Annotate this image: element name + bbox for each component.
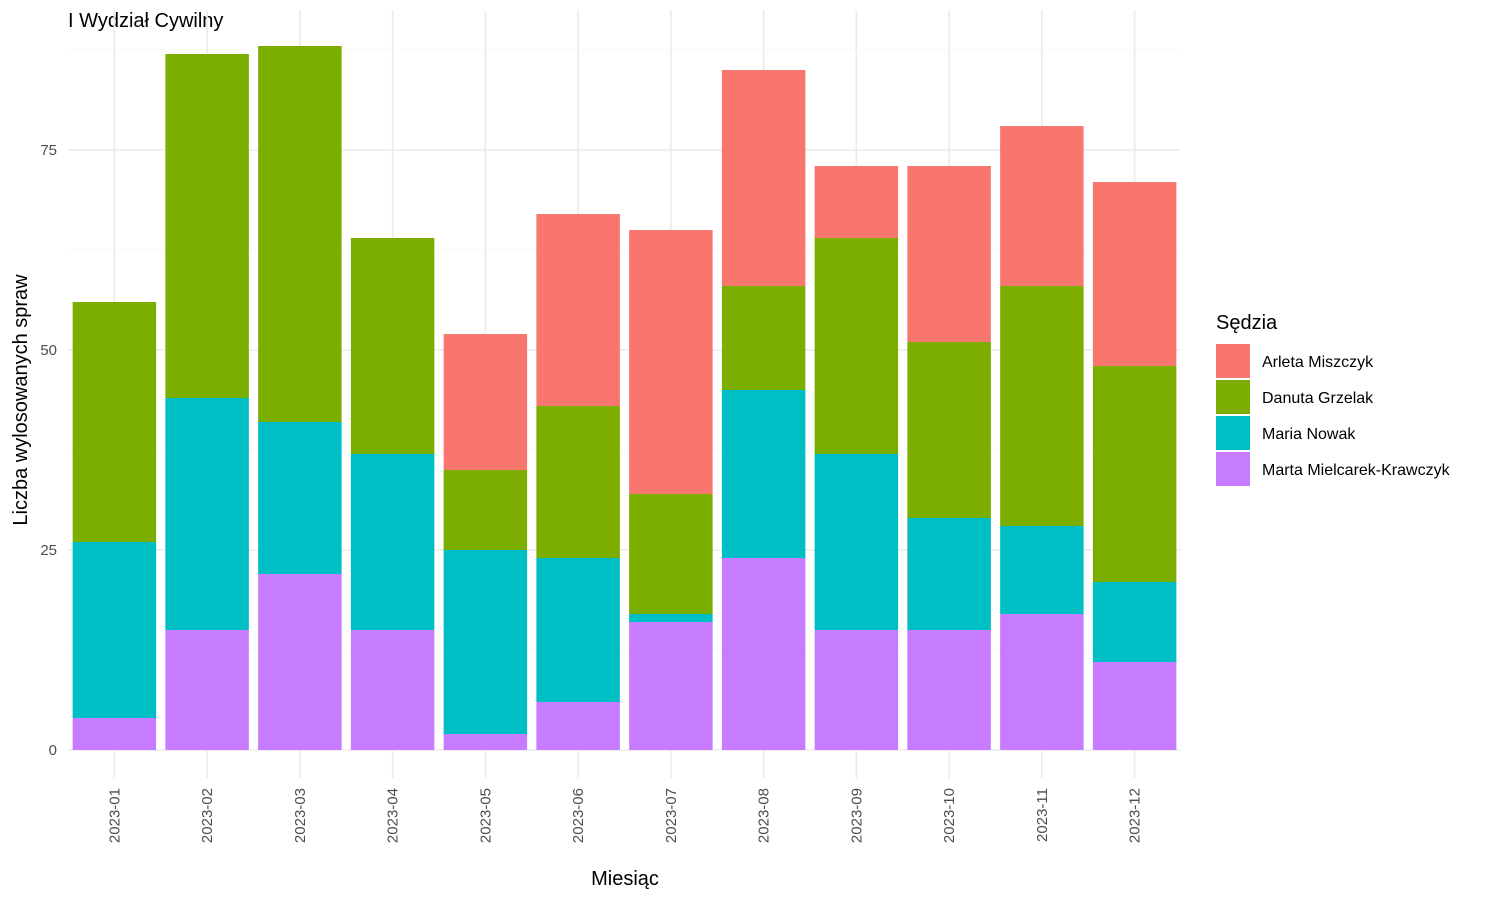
x-tick-label: 2023-10 <box>941 788 958 843</box>
bar-segment <box>1092 662 1177 750</box>
x-tick-label: 2023-01 <box>106 788 123 843</box>
bar-segment <box>1000 286 1084 526</box>
bar-segment <box>258 46 342 422</box>
bars <box>72 46 1177 750</box>
bar-segment <box>1092 582 1177 662</box>
x-axis-title: Miesiąc <box>591 868 659 890</box>
bar-segment <box>72 718 157 750</box>
bar-segment <box>443 550 528 734</box>
bar-segment <box>536 214 620 406</box>
bar-segment <box>721 558 806 750</box>
bar-segment <box>536 702 620 750</box>
bar-segment <box>629 622 713 750</box>
legend-label: Arleta Miszczyk <box>1262 354 1374 371</box>
bar-segment <box>443 334 528 470</box>
y-tick-label: 0 <box>49 742 57 759</box>
bar-segment <box>907 166 991 342</box>
y-tick-label: 25 <box>40 542 57 559</box>
bar-segment <box>536 406 620 558</box>
x-tick-label: 2023-02 <box>199 788 216 843</box>
bar-segment <box>721 390 806 558</box>
legend-swatch <box>1216 380 1250 414</box>
bar-segment <box>443 734 528 750</box>
legend-title: Sędzia <box>1216 312 1278 334</box>
bar-segment <box>1000 126 1084 286</box>
bar-segment <box>1000 526 1084 614</box>
x-tick-label: 2023-06 <box>570 788 587 843</box>
bar-segment <box>814 454 899 630</box>
bar-segment <box>165 398 249 630</box>
bar-segment <box>629 494 713 614</box>
legend: Sędzia Arleta Miszczyk Danuta Grzelak Mari… <box>1216 312 1451 486</box>
x-tick-label: 2023-04 <box>385 788 402 843</box>
x-tick-label: 2023-03 <box>292 788 309 843</box>
legend-swatch <box>1216 452 1250 486</box>
bar-segment <box>814 166 899 238</box>
bar-segment <box>907 518 991 630</box>
y-tick-label: 75 <box>40 142 57 159</box>
legend-label: Maria Nowak <box>1262 426 1356 443</box>
y-tick-label: 50 <box>40 342 57 359</box>
x-tick-label: 2023-12 <box>1127 788 1144 843</box>
bar-segment <box>350 238 435 454</box>
bar-segment <box>907 630 991 750</box>
legend-swatch <box>1216 416 1250 450</box>
bar-segment <box>350 454 435 630</box>
y-axis-title: Liczba wylosowanych spraw <box>10 274 32 526</box>
bar-segment <box>1000 614 1084 750</box>
x-tick-label: 2023-05 <box>477 788 494 843</box>
bar-segment <box>629 230 713 494</box>
bar-segment <box>814 630 899 750</box>
legend-label: Marta Mielcarek-Krawczyk <box>1262 462 1451 479</box>
legend-label: Danuta Grzelak <box>1262 390 1374 407</box>
bar-segment <box>72 302 157 542</box>
x-tick-label: 2023-08 <box>756 788 773 843</box>
bar-segment <box>721 286 806 390</box>
bar-segment <box>443 470 528 550</box>
bar-segment <box>907 342 991 518</box>
x-tick-label: 2023-07 <box>663 788 680 843</box>
bar-segment <box>165 630 249 750</box>
bar-segment <box>1092 366 1177 582</box>
x-tick-label: 2023-09 <box>848 788 865 843</box>
bar-segment <box>350 630 435 750</box>
bar-segment <box>165 54 249 398</box>
bar-segment <box>72 542 157 718</box>
bar-segment <box>629 614 713 622</box>
x-tick-label: 2023-11 <box>1034 788 1051 842</box>
bar-segment <box>258 422 342 574</box>
chart-title: I Wydział Cywilny <box>68 10 223 32</box>
bar-segment <box>536 558 620 702</box>
bar-segment <box>258 574 342 750</box>
bar-segment <box>814 238 899 454</box>
x-axis-ticks: 2023-01 2023-02 2023-03 2023-04 2023-05 2023-… <box>106 788 1143 843</box>
bar-segment <box>721 70 806 286</box>
bar-segment <box>1092 182 1177 366</box>
y-axis-ticks: 0 25 50 75 <box>40 142 57 759</box>
legend-swatch <box>1216 344 1250 378</box>
